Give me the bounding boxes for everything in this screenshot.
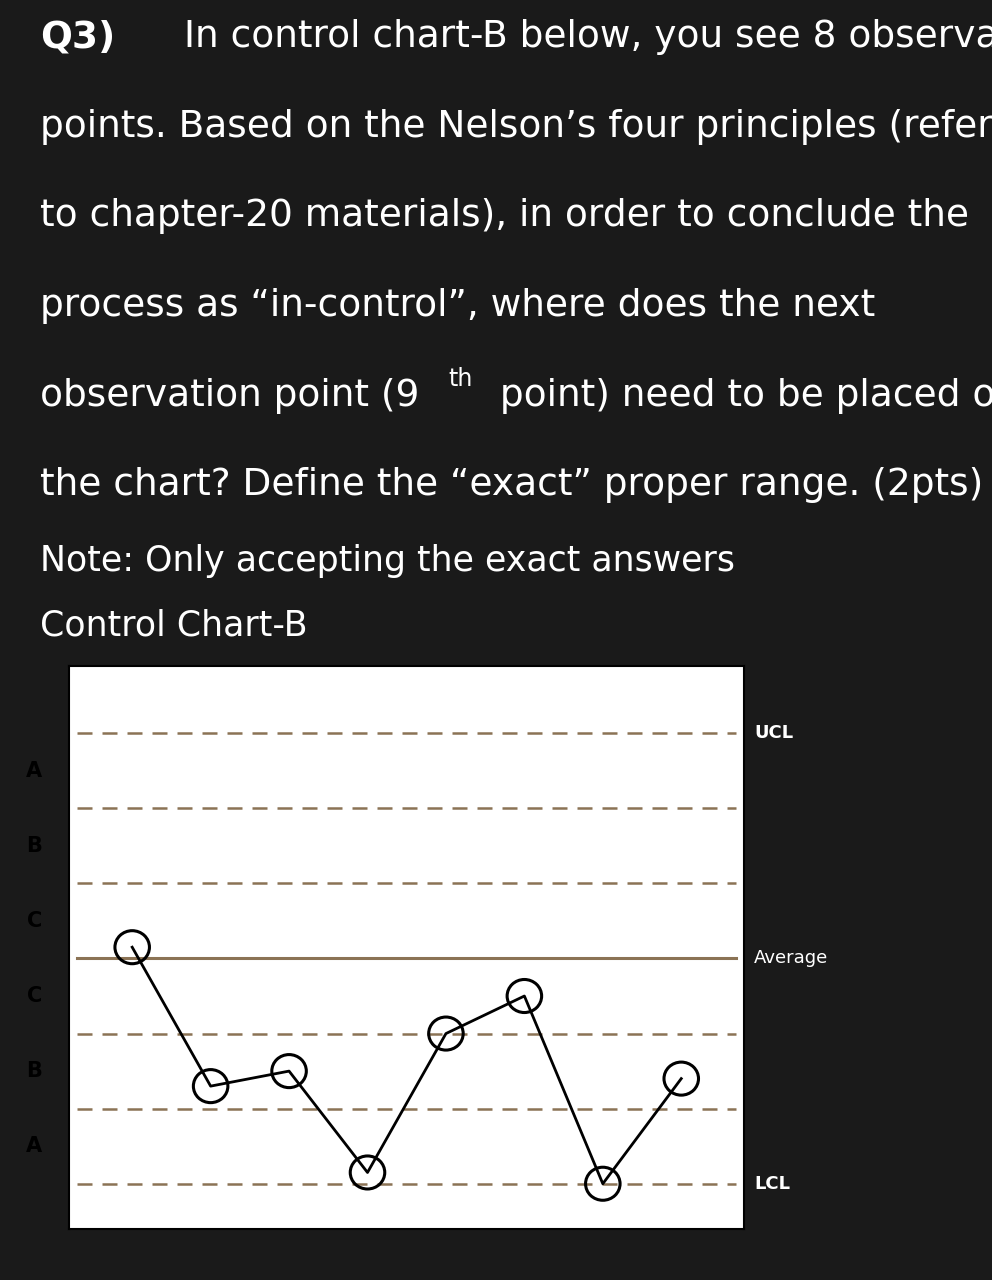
Text: Control Chart-B: Control Chart-B (40, 608, 308, 643)
Text: Q3): Q3) (40, 19, 115, 55)
Text: B: B (27, 1061, 43, 1082)
Text: UCL: UCL (754, 724, 793, 742)
Text: A: A (27, 1137, 43, 1156)
Text: the chart? Define the “exact” proper range. (2pts): the chart? Define the “exact” proper ran… (40, 467, 983, 503)
Text: to chapter-20 materials), in order to conclude the: to chapter-20 materials), in order to co… (40, 198, 968, 234)
Text: Average: Average (754, 950, 828, 968)
Text: C: C (27, 911, 43, 931)
Text: In control chart-B below, you see 8 observation: In control chart-B below, you see 8 obse… (184, 19, 992, 55)
Text: B: B (27, 836, 43, 856)
Text: th: th (448, 366, 473, 390)
Text: LCL: LCL (754, 1175, 790, 1193)
Text: observation point (9: observation point (9 (40, 378, 419, 413)
Text: Note: Only accepting the exact answers: Note: Only accepting the exact answers (40, 544, 735, 579)
Text: point) need to be placed on: point) need to be placed on (488, 378, 992, 413)
Text: C: C (27, 986, 43, 1006)
Text: A: A (27, 760, 43, 781)
Text: process as “in-control”, where does the next: process as “in-control”, where does the … (40, 288, 875, 324)
Text: points. Based on the Nelson’s four principles (refer: points. Based on the Nelson’s four princ… (40, 109, 992, 145)
